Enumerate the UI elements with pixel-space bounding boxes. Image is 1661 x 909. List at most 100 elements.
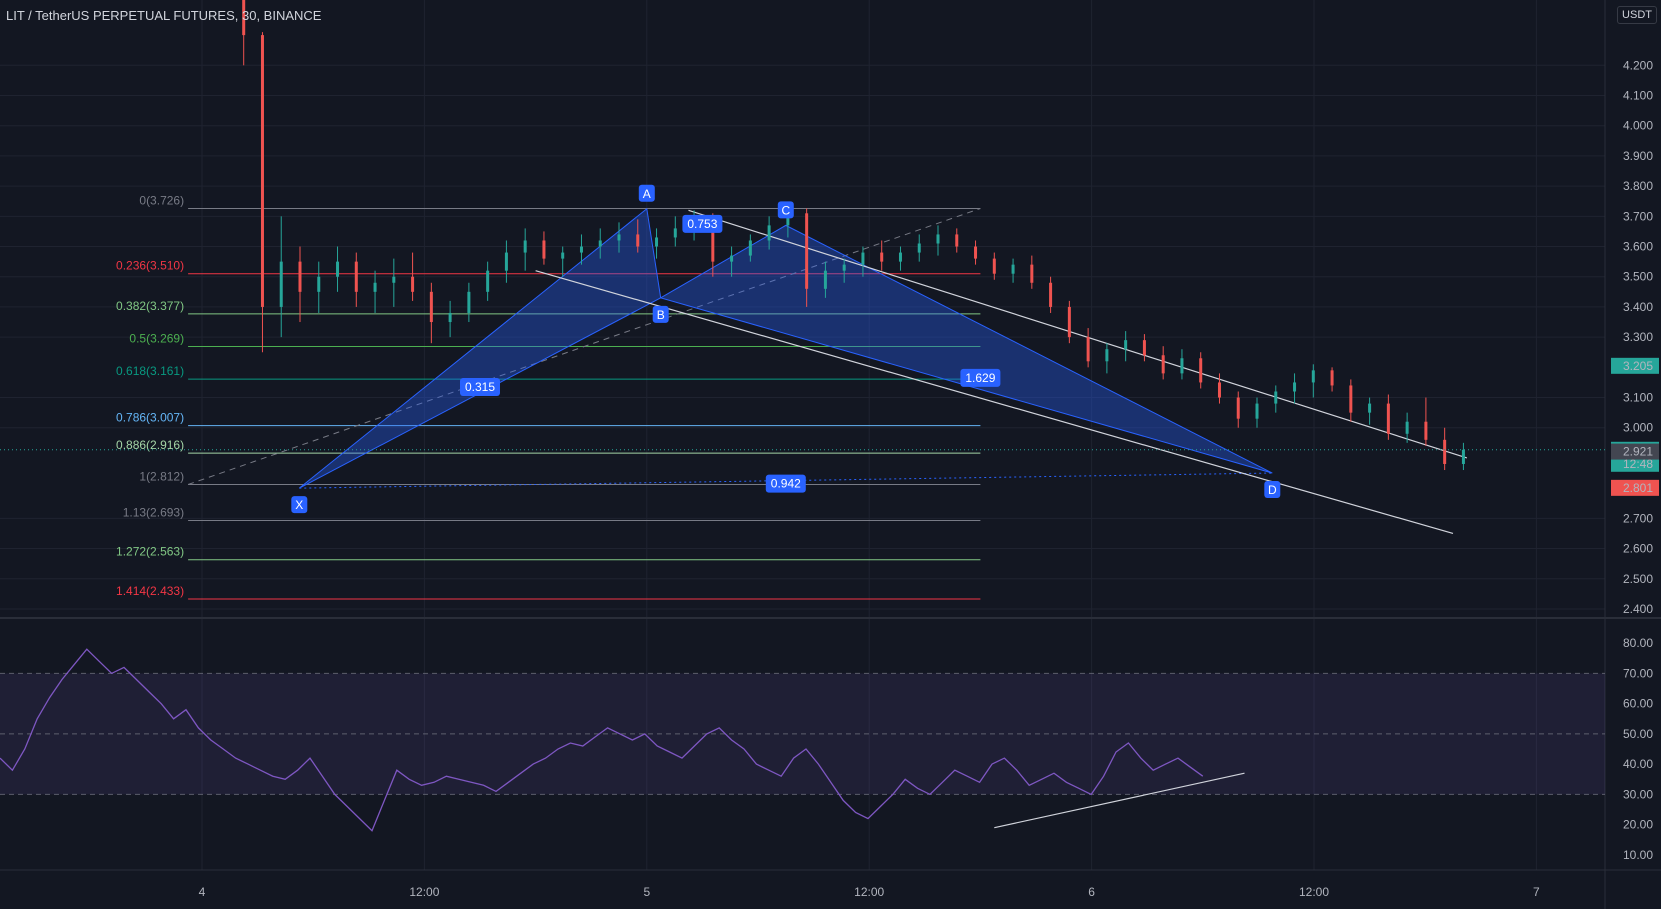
pattern-point-marker[interactable] <box>777 201 794 219</box>
pattern-point-marker[interactable] <box>1264 481 1281 499</box>
candle-body <box>1161 355 1165 374</box>
candle-body <box>974 246 978 259</box>
candle-body <box>1274 391 1278 404</box>
pattern-point-marker[interactable] <box>291 496 308 514</box>
fib-level-label: 0.382(3.377) <box>116 299 184 313</box>
price-badge <box>1611 357 1659 374</box>
price-axis-label: 3.900 <box>1623 149 1653 163</box>
candle-body <box>1386 403 1390 434</box>
channel-upper-trendline[interactable] <box>688 209 1468 459</box>
pattern-point-label: X <box>295 498 303 512</box>
price-axis-label: 3.100 <box>1623 391 1653 405</box>
rsi-axis-label: 80.00 <box>1623 636 1653 650</box>
pattern-ratio-label: 0.753 <box>687 217 717 231</box>
fib-level-label: 0.886(2.916) <box>116 438 184 452</box>
pattern-point-label: A <box>643 187 651 201</box>
candle-body <box>504 252 508 271</box>
harmonic-xab-triangle[interactable] <box>298 207 662 489</box>
candle-body <box>1199 358 1203 383</box>
price-axis-label: 2.700 <box>1623 511 1653 525</box>
fib-level-label: 1(2.812) <box>139 470 184 484</box>
fib-level-label: 0.5(3.269) <box>129 331 184 345</box>
harmonic-bcd-triangle[interactable] <box>659 224 1273 474</box>
candle-body <box>486 270 490 292</box>
pattern-ratio-label: 0.942 <box>771 477 801 491</box>
candle-body <box>1011 264 1015 274</box>
price-axis-label: 4.000 <box>1623 119 1653 133</box>
rsi-axis-label: 70.00 <box>1623 666 1653 680</box>
price-axis-label: 3.600 <box>1623 240 1653 254</box>
candle-body <box>1067 306 1071 338</box>
candle-body <box>1236 397 1240 419</box>
candle-body <box>1368 403 1372 413</box>
fib-level-label: 1.13(2.693) <box>123 505 184 519</box>
candle-body <box>748 240 752 256</box>
candle-body <box>1124 340 1128 350</box>
pattern-point-marker[interactable] <box>638 184 655 202</box>
countdown-label: 12:48 <box>1623 457 1653 471</box>
pattern-point-label: B <box>657 308 665 322</box>
candle-body <box>842 264 846 271</box>
candle-body <box>336 261 340 277</box>
channel-lower-trendline[interactable] <box>535 270 1454 535</box>
time-axis-label: 6 <box>1088 885 1095 899</box>
candle-body <box>260 35 264 307</box>
candle-body <box>392 276 396 283</box>
fib-trend-line[interactable] <box>187 207 981 485</box>
price-badge-label: 2.921 <box>1623 445 1653 459</box>
candle-body <box>955 234 959 247</box>
pattern-point-label: C <box>781 203 790 217</box>
pattern-ratio-label: 0.315 <box>465 380 495 394</box>
candle-body <box>523 240 527 253</box>
candle-body <box>1049 282 1053 307</box>
candle-body <box>429 291 433 323</box>
candle-body <box>279 261 283 307</box>
candle-body <box>730 255 734 262</box>
price-badge <box>1611 479 1659 496</box>
candle-body <box>898 252 902 262</box>
pattern-point-label: D <box>1268 483 1277 497</box>
price-axis-label: 3.300 <box>1623 330 1653 344</box>
pattern-ratio-label: 1.629 <box>965 371 995 385</box>
candle-body <box>1086 337 1090 362</box>
candle-body <box>917 243 921 253</box>
candle-body <box>1217 382 1221 398</box>
price-axis-label: 3.800 <box>1623 179 1653 193</box>
fib-level-label: 0.618(3.161) <box>116 364 184 378</box>
candle-body <box>1180 358 1184 374</box>
candle-body <box>936 234 940 244</box>
pattern-ratio-marker <box>765 474 806 493</box>
candle-body <box>1443 439 1447 464</box>
candle-body <box>542 240 546 259</box>
candle-body <box>673 228 677 238</box>
price-axis-label: 4.100 <box>1623 89 1653 103</box>
candle-body <box>242 0 246 36</box>
price-axis-label: 2.500 <box>1623 572 1653 586</box>
rsi-line <box>0 648 1204 832</box>
pattern-point-marker[interactable] <box>652 305 669 323</box>
candle-body <box>354 261 358 292</box>
time-axis-label: 7 <box>1533 885 1540 899</box>
price-badge <box>1611 443 1659 460</box>
fib-level-label: 0(3.726) <box>139 193 184 207</box>
candle-body <box>1293 382 1297 392</box>
rsi-axis-label: 30.00 <box>1623 787 1653 801</box>
candle-body <box>1330 370 1334 386</box>
price-axis-label: 3.000 <box>1623 421 1653 435</box>
price-axis-label: 3.400 <box>1623 300 1653 314</box>
candle-body <box>1105 349 1109 362</box>
price-axis-label: 4.200 <box>1623 58 1653 72</box>
time-axis-label: 12:00 <box>409 885 439 899</box>
rsi-trendline[interactable] <box>994 772 1245 829</box>
currency-selector[interactable]: USDT <box>1617 6 1657 24</box>
candle-body <box>561 252 565 259</box>
fib-level-label: 0.236(3.510) <box>116 259 184 273</box>
rsi-axis-label: 60.00 <box>1623 697 1653 711</box>
candle-body <box>655 237 659 247</box>
time-axis-label: 12:00 <box>1299 885 1329 899</box>
price-axis-label: 2.600 <box>1623 542 1653 556</box>
pattern-ratio-marker <box>682 214 723 233</box>
time-axis-label: 12:00 <box>854 885 884 899</box>
